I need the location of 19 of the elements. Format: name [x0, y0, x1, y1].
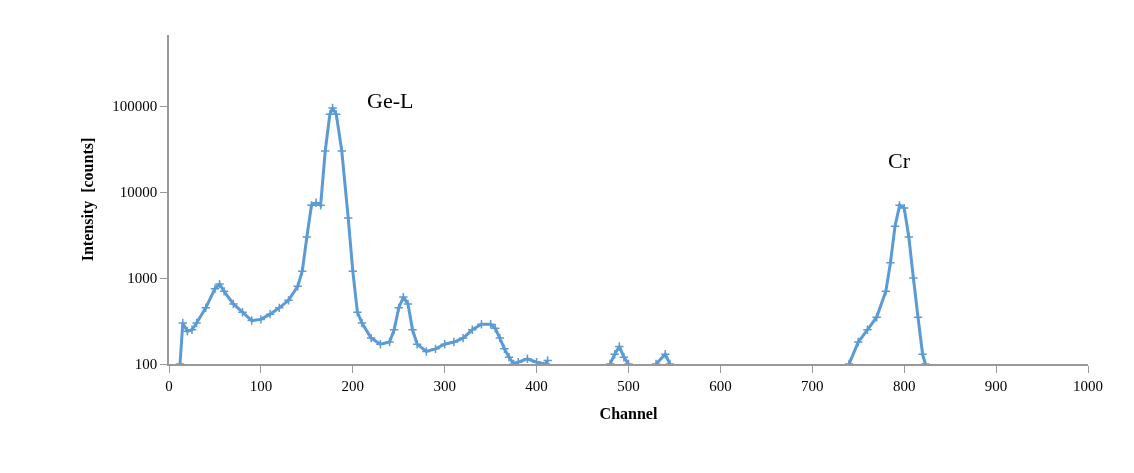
- x-tick-label: 600: [709, 377, 732, 394]
- x-tick-label: 0: [165, 377, 173, 394]
- x-tick-label: 300: [433, 377, 456, 394]
- y-axis-title: Intensity [counts]: [78, 137, 97, 262]
- annotation: Ge-L: [367, 88, 414, 113]
- y-tick-label: 1000: [127, 270, 158, 287]
- y-tick-label: 100000: [112, 98, 158, 115]
- x-tick-label: 800: [892, 377, 916, 394]
- annotation: Cr: [888, 148, 911, 173]
- x-tick-label: 700: [801, 377, 824, 394]
- x-tick-label: 400: [525, 377, 548, 394]
- y-tick-label: 100: [134, 356, 158, 373]
- y-tick-label: 10000: [119, 184, 158, 201]
- x-tick-label: 200: [341, 377, 365, 394]
- x-tick-label: 900: [984, 377, 1008, 394]
- x-axis-title: Channel: [599, 404, 658, 422]
- x-tick-label: 500: [617, 377, 640, 394]
- x-tick-label: 100: [249, 377, 273, 394]
- x-tick-label: 1000: [1073, 377, 1103, 394]
